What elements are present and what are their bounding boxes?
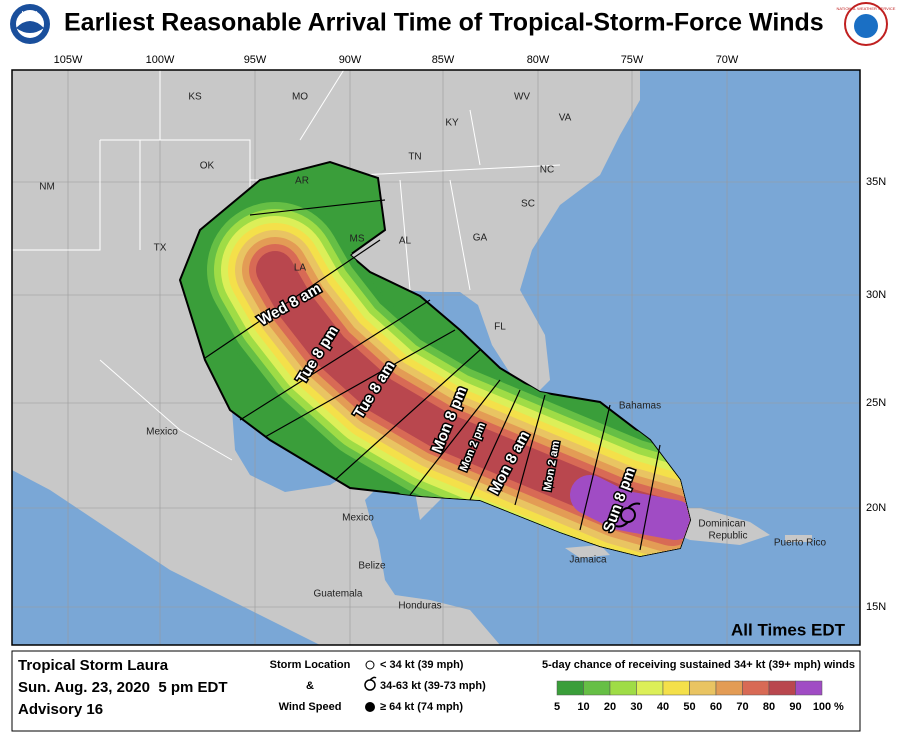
title: Earliest Reasonable Arrival Time of Trop… [64, 9, 824, 37]
scale-unit: % [834, 701, 844, 713]
scale-label: 10 [577, 701, 589, 713]
key-item: ≥ 64 kt (74 mph) [380, 701, 463, 713]
scale-swatch [795, 680, 823, 696]
place-label: GA [473, 233, 488, 244]
place-label: Bahamas [619, 401, 661, 412]
scale-swatch [583, 680, 611, 696]
scale-label: 20 [604, 701, 616, 713]
longitude-label: 75W [621, 54, 644, 66]
place-label: VA [559, 113, 572, 124]
place-label: Republic [709, 531, 748, 542]
advisory-date: Sun. Aug. 23, 2020 5 pm EDT [18, 679, 228, 696]
scale-swatch [689, 680, 717, 696]
key-item: 34-63 kt (39-73 mph) [380, 680, 486, 692]
scale-swatch [715, 680, 743, 696]
place-label: NM [39, 182, 55, 193]
place-label: NC [540, 165, 554, 176]
place-label: TN [408, 152, 421, 163]
storm-symbol [615, 502, 641, 528]
key-icon [364, 676, 377, 691]
key-item: < 34 kt (39 mph) [380, 659, 464, 671]
place-label: Honduras [398, 601, 441, 612]
key-title: & [306, 680, 314, 692]
scale-swatch [556, 680, 584, 696]
probability-band [570, 475, 690, 540]
place-label: Jamaica [569, 555, 607, 566]
place-label: TX [154, 243, 167, 254]
place-label: Dominican [698, 519, 745, 530]
key-icon [365, 702, 375, 712]
latitude-label: 15N [866, 601, 886, 613]
latitude-label: 20N [866, 502, 886, 514]
place-label: Mexico [342, 513, 374, 524]
latitude-label: 30N [866, 289, 886, 301]
key-icon [365, 660, 375, 670]
longitude-label: 80W [527, 54, 550, 66]
scale-label: 40 [657, 701, 669, 713]
scale-label: 80 [763, 701, 775, 713]
latitude-label: 25N [866, 397, 886, 409]
key-title: Storm Location [270, 659, 351, 671]
scale-swatch [768, 680, 796, 696]
longitude-label: 85W [432, 54, 455, 66]
place-label: FL [494, 322, 506, 333]
place-label: SC [521, 199, 535, 210]
time-note: All Times EDT [731, 620, 846, 639]
longitude-label: 95W [244, 54, 267, 66]
scale-label: 5 [554, 701, 560, 713]
scale-label: 90 [789, 701, 801, 713]
scale-title: 5-day chance of receiving sustained 34+ … [542, 659, 855, 671]
scale-swatch [662, 680, 690, 696]
scale-label: 70 [736, 701, 748, 713]
scale-label: 30 [630, 701, 642, 713]
place-label: AL [399, 236, 412, 247]
map: KS MO WV VA KY TN NC OK AR SC NM TX MS A… [12, 70, 860, 645]
place-label: Belize [358, 561, 386, 572]
longitude-label: 105W [54, 54, 83, 66]
latitude-label: 35N [866, 176, 886, 188]
place-label: MO [292, 92, 308, 103]
map-frame [11, 69, 861, 646]
scale-label: 100 [813, 701, 831, 713]
time-lines [204, 199, 661, 551]
place-label: Mexico [146, 427, 178, 438]
scale-swatch [742, 680, 770, 696]
nws-text: NATIONAL WEATHER SERVICE [837, 6, 896, 11]
key-title: Wind Speed [279, 701, 342, 713]
place-labels: KS MO WV VA KY TN NC OK AR SC NM TX MS A… [39, 92, 826, 612]
scale-swatch [636, 680, 664, 696]
place-label: Puerto Rico [774, 538, 827, 549]
longitude-label: 90W [339, 54, 362, 66]
place-label: KY [445, 118, 459, 129]
place-label: Guatemala [314, 589, 363, 600]
pacific [12, 470, 320, 645]
jamaica [565, 545, 610, 558]
scale-swatch [609, 680, 637, 696]
place-label: AR [295, 176, 309, 187]
scale-label: 60 [710, 701, 722, 713]
ocean [232, 70, 860, 645]
advisory-number: Advisory 16 [18, 701, 103, 718]
scale-label: 50 [683, 701, 695, 713]
place-label: WV [514, 92, 530, 103]
place-label: LA [294, 263, 307, 274]
storm-name: Tropical Storm Laura [18, 657, 169, 674]
puerto-rico [785, 535, 812, 542]
noaa-text: NOAA [21, 12, 38, 18]
nws-logo: NATIONAL WEATHER SERVICE [837, 2, 896, 46]
place-label: OK [200, 161, 215, 172]
longitude-label: 70W [716, 54, 739, 66]
place-label: KS [188, 92, 202, 103]
longitude-label: 100W [146, 54, 175, 66]
place-label: MS [350, 234, 365, 245]
noaa-logo: NOAA [10, 4, 50, 44]
